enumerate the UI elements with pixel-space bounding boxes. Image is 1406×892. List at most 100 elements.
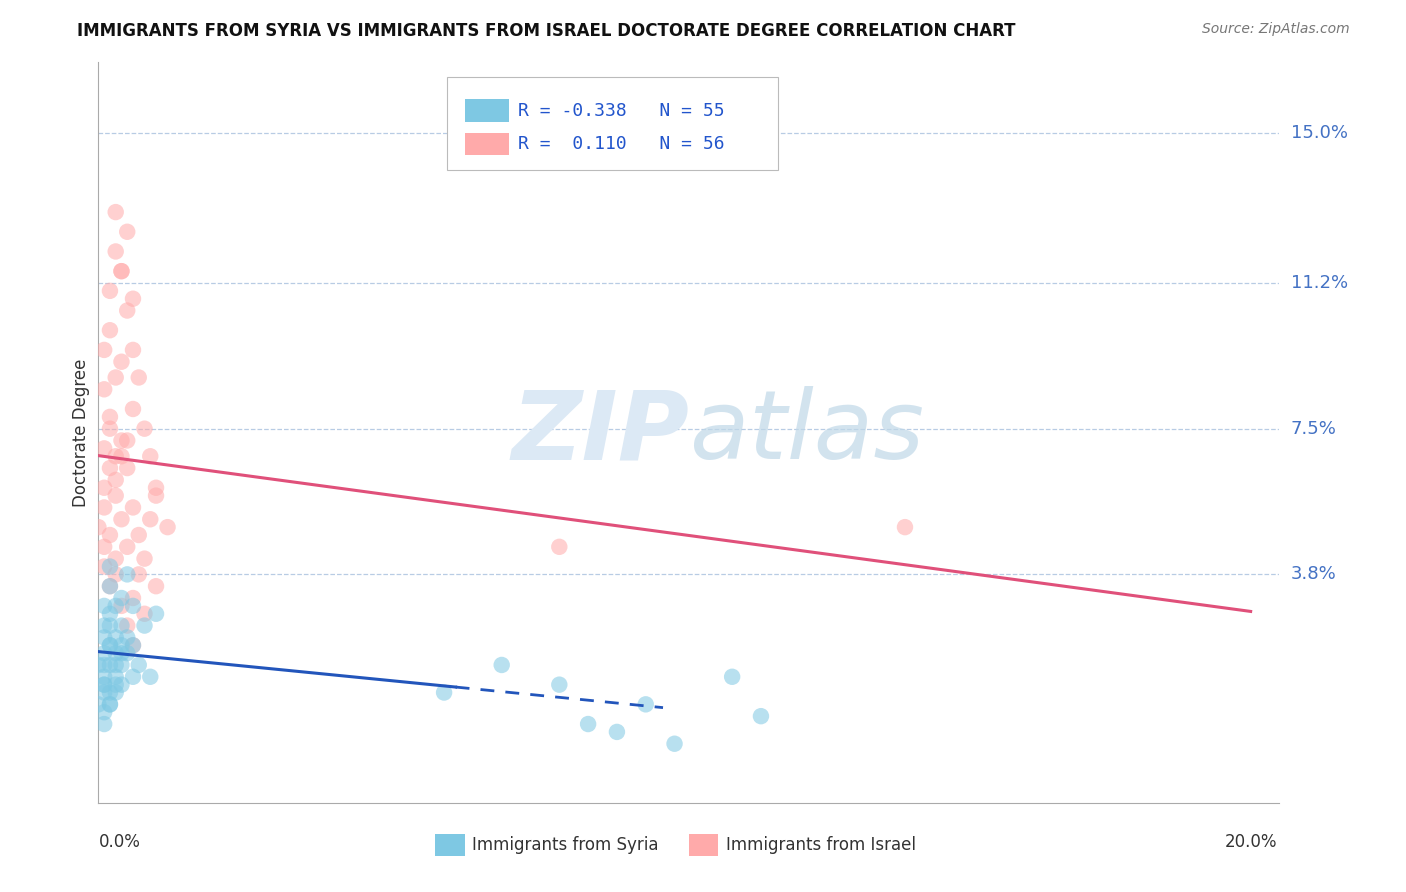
Point — [93, 500, 115, 515]
Point — [139, 512, 162, 526]
Point — [104, 678, 127, 692]
Point — [122, 638, 145, 652]
Point — [115, 631, 138, 645]
Text: 20.0%: 20.0% — [1225, 833, 1277, 851]
Point — [87, 698, 110, 712]
Point — [128, 657, 150, 672]
Point — [104, 489, 127, 503]
Point — [122, 402, 145, 417]
Point — [98, 638, 121, 652]
Point — [664, 737, 686, 751]
Point — [93, 678, 115, 692]
Text: ZIP: ZIP — [510, 386, 689, 479]
Point — [104, 599, 127, 613]
Text: 11.2%: 11.2% — [1291, 274, 1348, 292]
Point — [139, 449, 162, 463]
Point — [104, 631, 127, 645]
Point — [104, 205, 127, 219]
Point — [110, 591, 132, 605]
Point — [433, 685, 456, 699]
Text: Immigrants from Israel: Immigrants from Israel — [725, 836, 915, 854]
Point — [104, 646, 127, 660]
Text: 0.0%: 0.0% — [98, 833, 141, 851]
Point — [134, 422, 156, 436]
Point — [134, 551, 156, 566]
Point — [98, 685, 121, 699]
Point — [98, 618, 121, 632]
Point — [128, 528, 150, 542]
Point — [110, 599, 132, 613]
Point — [98, 698, 121, 712]
Point — [110, 264, 132, 278]
Point — [115, 303, 138, 318]
Point — [98, 607, 121, 621]
Point — [110, 657, 132, 672]
Point — [98, 657, 121, 672]
FancyBboxPatch shape — [464, 133, 509, 155]
Point — [98, 284, 121, 298]
FancyBboxPatch shape — [447, 78, 778, 169]
Text: R = -0.338   N = 55: R = -0.338 N = 55 — [517, 102, 724, 120]
Point — [115, 434, 138, 448]
Point — [634, 698, 657, 712]
Point — [98, 528, 121, 542]
FancyBboxPatch shape — [689, 834, 718, 856]
Point — [110, 646, 132, 660]
Point — [139, 670, 162, 684]
Text: 15.0%: 15.0% — [1291, 124, 1347, 143]
Point — [98, 559, 121, 574]
Point — [98, 409, 121, 424]
Point — [87, 657, 110, 672]
Point — [104, 551, 127, 566]
Point — [98, 579, 121, 593]
Point — [122, 343, 145, 357]
Point — [104, 567, 127, 582]
Point — [115, 225, 138, 239]
Point — [122, 500, 145, 515]
Point — [104, 685, 127, 699]
Point — [98, 323, 121, 337]
Point — [122, 638, 145, 652]
Point — [548, 540, 571, 554]
Point — [110, 434, 132, 448]
Point — [110, 449, 132, 463]
Point — [576, 717, 599, 731]
Point — [110, 618, 132, 632]
Text: 3.8%: 3.8% — [1291, 566, 1336, 583]
Point — [98, 422, 121, 436]
Point — [98, 461, 121, 475]
Point — [93, 678, 115, 692]
Point — [93, 705, 115, 719]
Point — [93, 599, 115, 613]
Point — [93, 540, 115, 554]
Point — [548, 678, 571, 692]
Point — [145, 579, 167, 593]
Point — [749, 709, 772, 723]
Point — [145, 481, 167, 495]
Point — [894, 520, 917, 534]
Point — [104, 670, 127, 684]
Point — [145, 489, 167, 503]
Point — [145, 607, 167, 621]
Point — [93, 717, 115, 731]
Point — [128, 567, 150, 582]
Point — [93, 631, 115, 645]
Point — [134, 607, 156, 621]
Point — [104, 449, 127, 463]
Text: Immigrants from Syria: Immigrants from Syria — [471, 836, 658, 854]
Point — [93, 685, 115, 699]
Point — [93, 481, 115, 495]
Point — [491, 657, 513, 672]
Text: atlas: atlas — [689, 386, 924, 479]
Point — [98, 638, 121, 652]
Point — [122, 292, 145, 306]
Point — [110, 512, 132, 526]
Point — [122, 670, 145, 684]
Point — [87, 520, 110, 534]
Point — [115, 567, 138, 582]
Point — [115, 461, 138, 475]
Point — [122, 591, 145, 605]
Point — [98, 698, 121, 712]
Point — [104, 370, 127, 384]
Text: 7.5%: 7.5% — [1291, 419, 1337, 438]
